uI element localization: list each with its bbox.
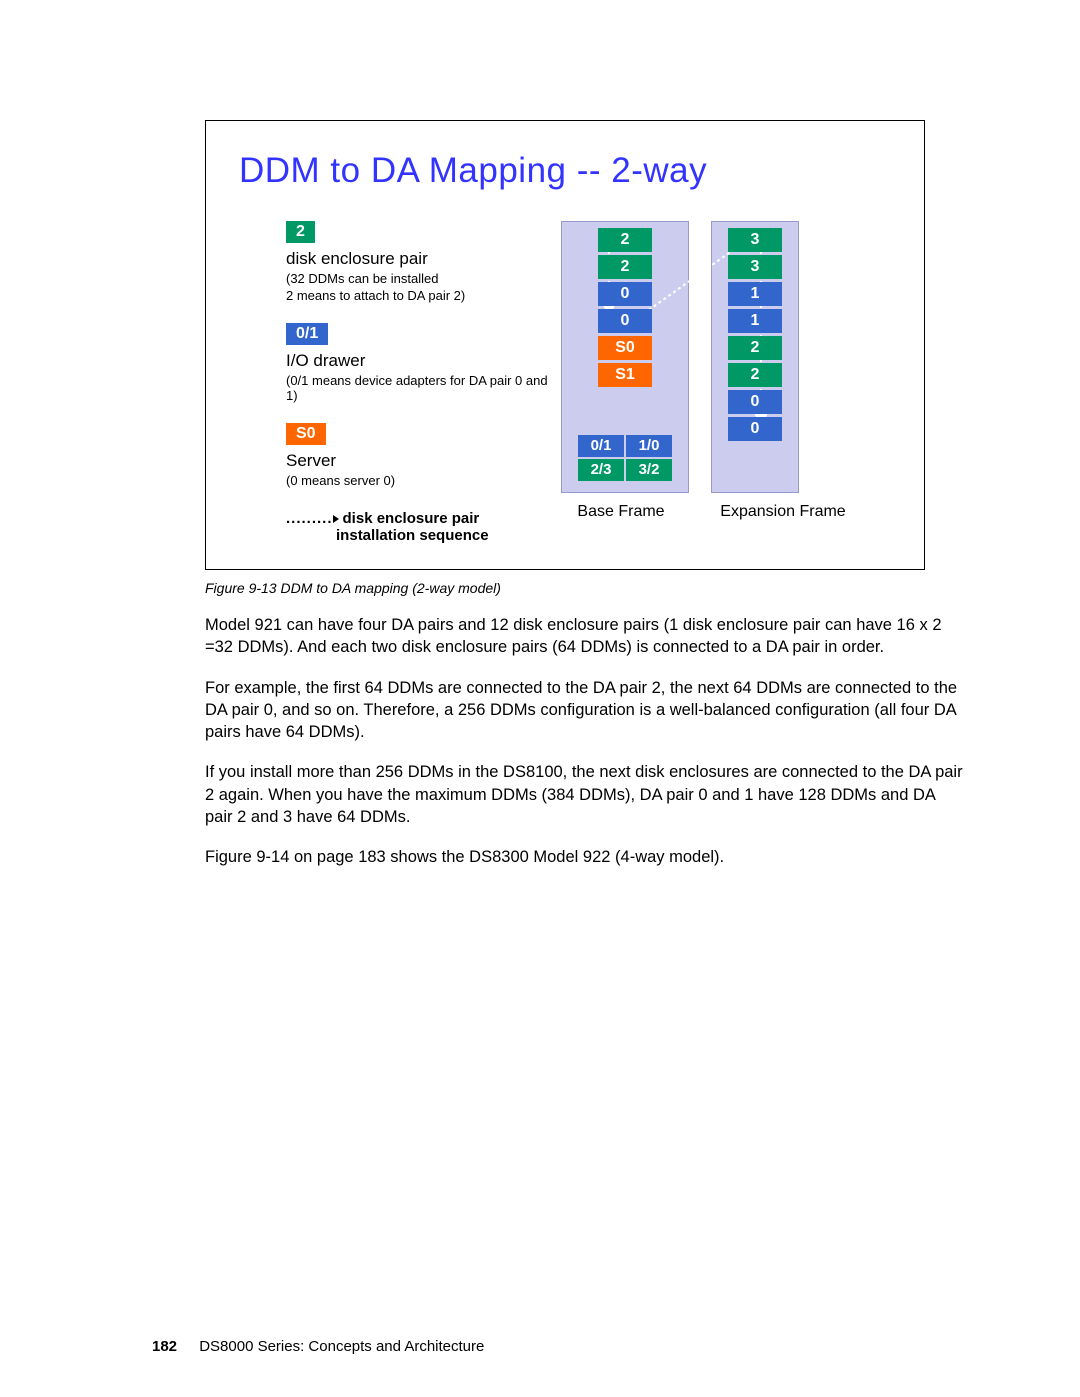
io-badge: 0/1 — [286, 323, 328, 345]
exp-slot: 0 — [728, 390, 782, 414]
base-frame-label: Base Frame — [561, 503, 681, 521]
figure-box: DDM to DA Mapping -- 2-way 2 disk enclos… — [205, 120, 925, 570]
exp-slot: 3 — [728, 228, 782, 252]
legend-column: 2 disk enclosure pair (32 DDMs can be in… — [231, 221, 561, 544]
frame-labels: Base Frame Expansion Frame — [561, 503, 899, 521]
figure-caption: Figure 9-13 DDM to DA mapping (2-way mod… — [205, 580, 965, 596]
book-title: DS8000 Series: Concepts and Architecture — [199, 1338, 484, 1355]
body-paragraph: For example, the first 64 DDMs are conne… — [205, 677, 965, 744]
base-slot: 2 — [598, 228, 652, 252]
diagram-column: 2 2 0 0 S0 S1 0/1 1/0 2/3 3/2 — [561, 221, 899, 544]
io-cell: 2/3 — [578, 459, 624, 481]
server-sub1: (0 means server 0) — [286, 473, 561, 488]
io-cell: 1/0 — [626, 435, 672, 457]
server-title: Server — [286, 451, 561, 471]
page-number: 182 — [152, 1338, 177, 1355]
page-footer: 182 DS8000 Series: Concepts and Architec… — [152, 1338, 484, 1355]
base-slot: 0 — [598, 282, 652, 306]
body-paragraph: If you install more than 256 DDMs in the… — [205, 761, 965, 828]
io-cell: 3/2 — [626, 459, 672, 481]
install-sequence-label: .........disk enclosure pair installatio… — [286, 510, 561, 544]
server-badge: S0 — [286, 423, 326, 445]
io-title: I/O drawer — [286, 351, 561, 371]
io-grid: 0/1 1/0 2/3 3/2 — [578, 435, 672, 481]
figure-body: 2 disk enclosure pair (32 DDMs can be in… — [231, 221, 899, 544]
disk-title: disk enclosure pair — [286, 249, 561, 269]
body-paragraph: Figure 9-14 on page 183 shows the DS8300… — [205, 846, 965, 868]
exp-slot: 2 — [728, 363, 782, 387]
expansion-frame: 3 3 1 1 2 2 0 0 — [711, 221, 799, 493]
disk-sub1: (32 DDMs can be installed — [286, 271, 561, 286]
exp-slot: 3 — [728, 255, 782, 279]
exp-slot: 0 — [728, 417, 782, 441]
base-slot: 0 — [598, 309, 652, 333]
exp-slot: 1 — [728, 282, 782, 306]
io-sub1: (0/1 means device adapters for DA pair 0… — [286, 373, 561, 403]
exp-slot: 1 — [728, 309, 782, 333]
io-cell: 0/1 — [578, 435, 624, 457]
exp-slot: 2 — [728, 336, 782, 360]
base-slot: S0 — [598, 336, 652, 360]
base-slot: S1 — [598, 363, 652, 387]
body-paragraph: Model 921 can have four DA pairs and 12 … — [205, 614, 965, 659]
base-slot: 2 — [598, 255, 652, 279]
figure-title: DDM to DA Mapping -- 2-way — [239, 151, 899, 191]
disk-sub2: 2 means to attach to DA pair 2) — [286, 288, 561, 303]
disk-badge: 2 — [286, 221, 315, 243]
base-frame: 2 2 0 0 S0 S1 0/1 1/0 2/3 3/2 — [561, 221, 689, 493]
expansion-frame-label: Expansion Frame — [703, 503, 863, 521]
